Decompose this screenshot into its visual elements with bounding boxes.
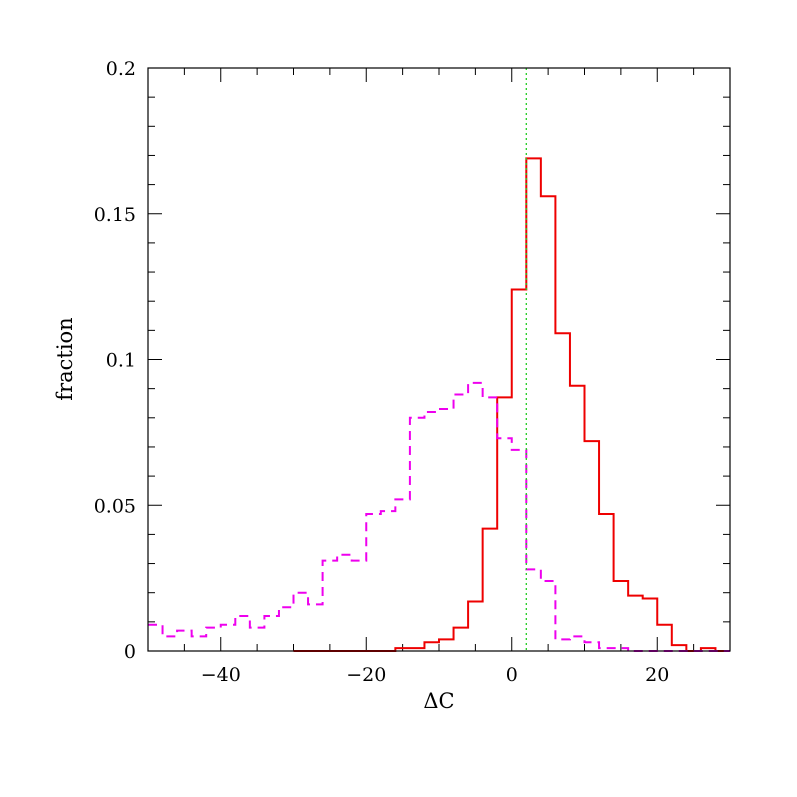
tick-labels: −40 −20 0 20 0 0.05 0.1 0.15 0.2 [94, 58, 670, 686]
x-tick-label: 20 [645, 664, 669, 686]
y-tick-label: 0.2 [106, 58, 136, 80]
y-tick-label: 0.15 [94, 204, 136, 226]
y-tick-label: 0 [124, 641, 136, 663]
y-axis-title: fraction [53, 317, 77, 400]
x-tick-label: −40 [201, 664, 241, 686]
x-tick-label: 0 [506, 664, 518, 686]
y-tick-label: 0.05 [94, 495, 136, 517]
x-axis-title: ΔC [423, 689, 454, 713]
x-tick-label: −20 [346, 664, 386, 686]
plot-frame [147, 67, 731, 652]
solid-series-line [293, 157, 730, 652]
series-layer [148, 157, 730, 652]
axis-ticks [147, 67, 731, 652]
y-tick-label: 0.1 [106, 350, 136, 372]
dashed-series-line [148, 381, 730, 652]
